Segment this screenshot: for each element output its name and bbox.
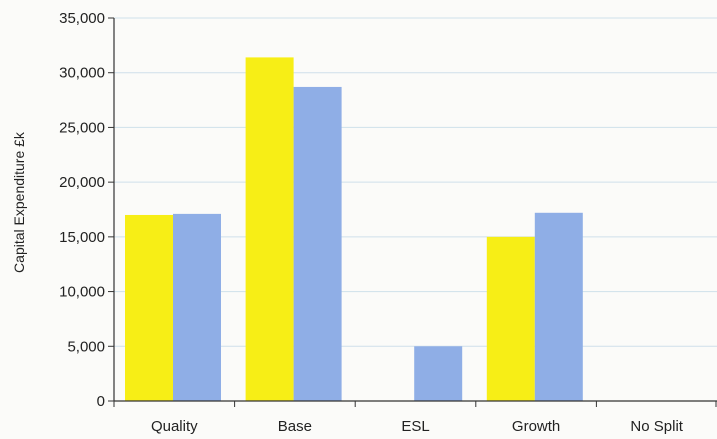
y-tick-label: 20,000 [59,174,105,191]
y-axis-title: Capital Expenditure £k [11,131,27,273]
y-tick-label: 10,000 [59,284,105,301]
y-tick-label: 15,000 [59,229,105,246]
bar-growth-series-1 [486,236,535,401]
x-tick-label: No Split [630,418,683,435]
x-tick-label: Base [278,418,312,435]
bar-base-series-2 [293,86,342,401]
x-tick-label: ESL [401,418,429,435]
bar-base-series-1 [245,57,294,401]
y-tick-label: 25,000 [59,119,105,136]
bars [125,57,583,401]
y-tick-label: 5,000 [67,338,105,355]
bar-esl-series-2 [414,346,463,401]
axes [113,18,717,402]
x-tick-label: Growth [512,418,560,435]
bar-quality-series-1 [125,214,173,401]
y-tick-label: 30,000 [59,65,105,82]
bar-growth-series-2 [534,212,583,401]
y-tick-label: 35,000 [59,10,105,27]
y-tick-labels: 0 5,000 10,000 15,000 20,000 25,000 30,000 35,0… [59,10,114,410]
y-tick-label: 0 [97,393,105,410]
bar-quality-series-2 [173,213,221,401]
x-tick-labels: Quality Base ESL Growth No Split [113,401,717,435]
x-tick-label: Quality [151,418,198,435]
